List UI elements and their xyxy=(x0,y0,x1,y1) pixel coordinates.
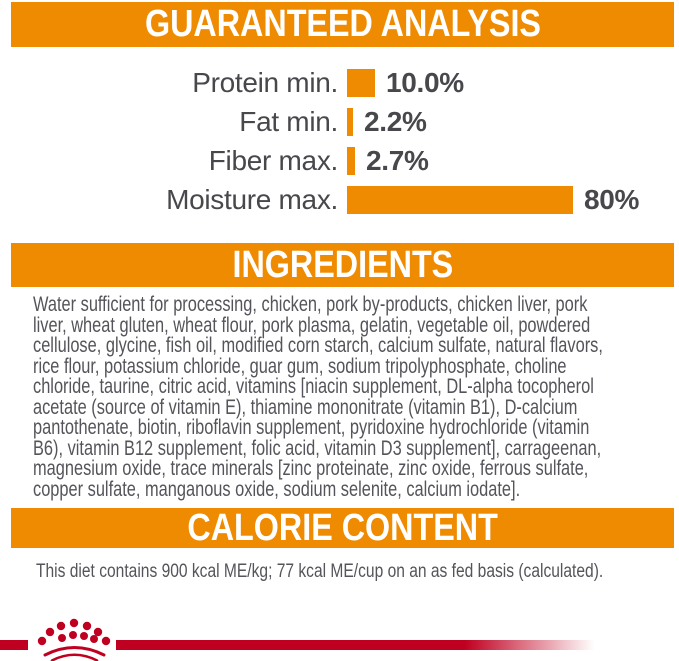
calorie-content-title: CALORIE CONTENT xyxy=(187,506,498,549)
royal-canin-crown-icon xyxy=(37,618,111,661)
guaranteed-analysis-banner: GUARANTEED ANALYSIS xyxy=(11,2,674,47)
analysis-value: 10.0% xyxy=(386,66,464,98)
analysis-label: Fiber max. xyxy=(208,144,339,176)
footer-red-band-left xyxy=(0,640,28,650)
analysis-bar xyxy=(347,107,353,136)
guaranteed-analysis-title: GUARANTEED ANALYSIS xyxy=(144,3,541,45)
analysis-bar xyxy=(347,185,573,214)
ingredients-title: INGREDIENTS xyxy=(232,243,453,286)
analysis-bar xyxy=(347,68,375,97)
calorie-content-text: This diet contains 900 kcal ME/kg; 77 kc… xyxy=(36,561,604,582)
analysis-bar xyxy=(347,146,355,175)
analysis-value: 2.2% xyxy=(364,105,427,137)
analysis-value: 2.7% xyxy=(366,144,429,176)
analysis-label: Moisture max. xyxy=(166,183,338,215)
guaranteed-analysis-table: Protein min. 10.0% Fat min. 2.2% Fiber m… xyxy=(0,63,679,219)
calorie-content-banner: CALORIE CONTENT xyxy=(11,506,674,549)
analysis-row-moisture: Moisture max. 80% xyxy=(0,180,679,219)
analysis-row-fiber: Fiber max. 2.7% xyxy=(0,141,679,180)
footer-red-band-right xyxy=(116,640,679,650)
analysis-row-fat: Fat min. 2.2% xyxy=(0,102,679,141)
analysis-value: 80% xyxy=(584,183,640,215)
analysis-label: Fat min. xyxy=(239,105,338,137)
analysis-label: Protein min. xyxy=(192,66,338,98)
analysis-row-protein: Protein min. 10.0% xyxy=(0,63,679,102)
ingredients-paragraph: Water sufficient for processing, chicken… xyxy=(33,293,603,501)
ingredients-banner: INGREDIENTS xyxy=(11,243,674,287)
